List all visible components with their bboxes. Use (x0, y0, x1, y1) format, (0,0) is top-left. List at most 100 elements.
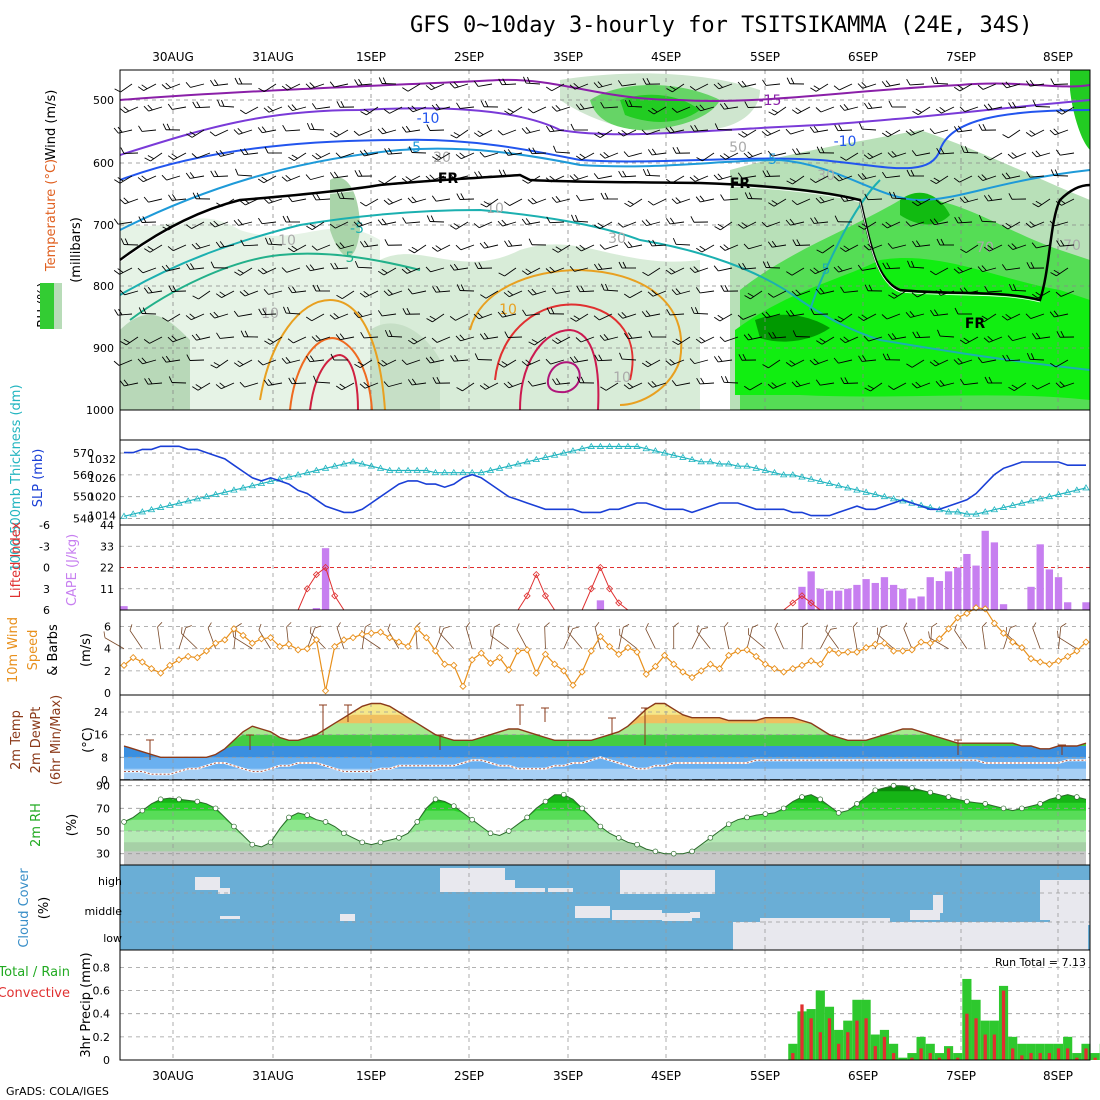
thickness-point (211, 490, 220, 497)
precip-convective-bar (827, 1018, 832, 1060)
wind-speed-point (550, 660, 559, 668)
wind-barb (329, 171, 349, 179)
cape-bar (981, 530, 989, 610)
thickness-line (123, 445, 1087, 517)
wind-speed-point (715, 665, 724, 673)
wind-barb (907, 260, 925, 269)
wind-barb (401, 125, 421, 133)
wind-barb (882, 353, 901, 361)
precip-total-bar (898, 1057, 908, 1060)
wind-barb (449, 81, 469, 89)
surface-wind-barb (181, 627, 198, 650)
wind-speed-point (999, 629, 1008, 637)
thickness-point (1063, 488, 1072, 495)
wind-barb (522, 309, 541, 316)
wind-barb (456, 382, 475, 392)
precip-total-bar (1026, 1043, 1036, 1060)
cape-bar (807, 571, 815, 610)
wind-barb (474, 262, 493, 269)
wind-speed-point (441, 660, 449, 668)
wind-barb (167, 152, 187, 160)
contour-label: FR (965, 316, 986, 332)
footer-credit: GrADS: COLA/IGES (6, 1085, 109, 1098)
wind-barb (713, 82, 733, 90)
wind-barb (552, 244, 571, 253)
wind-barb (641, 359, 661, 368)
wind-barb (383, 106, 403, 114)
wind-barb (283, 306, 301, 315)
wind-barb (335, 242, 355, 250)
wind-speed-point (697, 667, 705, 675)
wind-barb (977, 357, 997, 364)
wind-barb (161, 82, 181, 90)
thickness-point (514, 460, 522, 467)
wind-barb (624, 198, 643, 208)
wind-barb (816, 244, 835, 254)
wind-barb (1026, 262, 1045, 269)
wind-barb (575, 152, 595, 161)
thickness-point (761, 466, 770, 473)
cloud-level-label: high (98, 875, 122, 888)
wind-barb (354, 170, 373, 177)
wind-barb (744, 101, 763, 108)
wind-speed-point (276, 642, 284, 651)
wind-barb (744, 290, 763, 300)
wind-speed-point (321, 687, 330, 695)
temp2m-panel: 24 16 8 0 (94, 694, 1091, 787)
wind-speed-point (477, 649, 485, 657)
thickness-point (1045, 492, 1054, 500)
cloud-clear-patch (575, 906, 610, 918)
wind-barb (216, 198, 235, 207)
thickness-point (1082, 484, 1090, 491)
wind-barb (258, 308, 277, 316)
wind-speed-point (963, 609, 971, 617)
wind-barb (689, 358, 709, 365)
thickness-point (706, 458, 715, 465)
wind-barb (720, 194, 739, 201)
thickness-point (853, 486, 861, 493)
cape-bar (1036, 544, 1044, 610)
wind-barb (192, 382, 211, 391)
wind-tick-label: 0 (104, 687, 111, 700)
wind-barb (377, 310, 397, 317)
thickness-point (752, 464, 760, 471)
cape-bar (954, 567, 962, 610)
wind-barb (288, 377, 307, 385)
wind-speed-point (431, 647, 440, 655)
wind-speed-point (147, 665, 156, 673)
cloud-level-label: middle (84, 905, 122, 918)
contour-label: 10 (499, 302, 517, 318)
wind-barb (257, 175, 277, 184)
thickness-point (880, 492, 889, 500)
thickness-point (779, 471, 788, 478)
precip-panel-bg (120, 950, 1090, 1060)
wind-barb (265, 237, 283, 246)
wind-barb (575, 336, 595, 343)
wind-barb (575, 103, 595, 111)
rh-point (561, 791, 567, 798)
cloud-clear-patch (910, 910, 940, 920)
lifted-index-point (615, 599, 623, 607)
wind-barb (168, 285, 187, 292)
wind-speed-point (1064, 652, 1072, 661)
wind-speed-point (266, 634, 275, 642)
wind-barb (839, 195, 859, 202)
temp-tick-label: 0 (101, 774, 108, 787)
precip-convective-bar (809, 1018, 813, 1060)
wind-barb (456, 193, 475, 200)
temperature-contours (119, 78, 1091, 411)
wind-barb (714, 123, 733, 131)
cape-bar (871, 582, 879, 610)
wind-barb (648, 330, 666, 338)
thickness-point (999, 503, 1008, 510)
wind-barb (911, 381, 931, 389)
wind-barb (978, 313, 997, 323)
precip-convective-bar (836, 1043, 841, 1060)
wind-barb (282, 215, 300, 223)
lifted-index-axis-label: Lifted Index (9, 521, 24, 598)
wind-barb (210, 359, 229, 369)
wind-barb (689, 83, 709, 91)
wind-barb (762, 359, 781, 369)
wind-barb (480, 198, 499, 208)
wind-barb (618, 261, 636, 269)
